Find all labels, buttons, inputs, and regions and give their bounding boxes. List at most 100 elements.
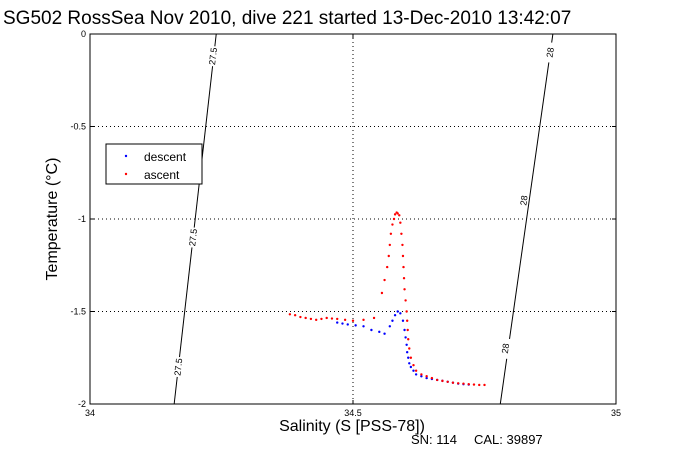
ascent-point [389,232,393,235]
ascent-point [435,378,439,382]
descent-point [409,365,413,369]
isopycnal-label: 27.5 [172,358,184,377]
ascent-point [299,315,302,319]
legend-marker-ascent [124,172,128,176]
ascent-point [420,373,423,376]
ascent-point [398,214,401,217]
descent-point [336,321,339,324]
ascent-point [406,328,409,332]
isopycnal-label-bg [173,356,184,378]
isopycnal-label: 28 [518,195,529,206]
isopycnal-label-bg [207,45,219,67]
ascent-point [409,356,413,359]
isopycnal-line [173,33,217,405]
isopycnal-label-bg [187,227,199,248]
ascent-point [314,318,318,322]
ascent-point [404,299,407,302]
descent-point [341,322,344,325]
y-tick-label: -1.5 [70,307,86,317]
isopycnal-label-bg [518,190,530,211]
ascent-point [430,376,434,380]
descent-point [362,325,365,328]
ascent-point [408,347,411,350]
isopycnal-label: 28 [500,343,511,354]
descent-point [403,328,406,332]
ascent-point [414,369,418,372]
legend-label-descent: descent [144,150,187,164]
descent-point [393,314,397,317]
grid-lines [90,34,616,404]
y-tick-label: -0.5 [70,122,86,132]
descent-point [404,336,407,339]
ascent-point [351,319,355,322]
descent-point [414,373,418,376]
ascent-point [304,316,307,320]
descent-point [405,351,409,354]
ascent-point [392,217,396,221]
descent-point [407,356,410,359]
descent-point [399,312,402,315]
isopycnal-label: 27.5 [187,228,199,247]
ascent-point [441,379,444,383]
ascent-point [425,375,428,378]
plot-area: 27.5 27.5 27.5 28 28 28 34 34.5 35 0 -0.5 -1 -1.5 -2 [70,29,621,418]
ascent-point [396,212,399,215]
ascent-point [288,313,292,316]
ascent-point [293,314,297,317]
x-axis-label: Salinity (S [PSS-78]) [279,418,425,435]
ascent-point [391,223,394,226]
ascent-point [383,278,386,282]
y-tick-label: -2 [78,399,86,409]
ascent-point [385,265,389,269]
ascent-point [462,382,465,385]
ascent-point [402,277,406,280]
descent-point [405,343,408,346]
ascent-point [401,243,404,247]
ascent-point [478,383,481,387]
ascent-point [407,338,410,341]
y-tick-label: 0 [81,29,86,39]
descent-point [401,319,405,322]
ascent-point [320,317,323,321]
descent-point [412,369,415,372]
isopycnal-label: 28 [545,47,556,58]
ascent-point [325,316,328,320]
legend-box [105,143,203,185]
ascent-point [401,254,405,258]
descent-point [396,310,399,313]
descent-point [383,332,386,335]
calibration-number: CAL: 39897 [474,432,543,447]
ascent-point [402,265,405,269]
descent-point [378,330,381,334]
ascent-point [400,232,403,235]
x-tick-label: 34 [85,408,95,418]
ascent-point [380,291,384,295]
ascent-point [405,310,408,313]
ascent-point [405,319,409,322]
ascent-point [372,316,376,320]
legend-label-ascent: ascent [144,168,180,182]
isopycnal-label: 27.5 [207,47,219,66]
density-contours: 27.5 27.5 27.5 28 28 28 [172,33,556,405]
x-tick-label: 35 [611,408,621,418]
ascent-point [388,243,392,247]
x-tick-label: 34.5 [344,408,362,418]
ascent-point [362,318,365,322]
ascent-point [403,288,406,291]
axis-ticks: 34 34.5 35 0 -0.5 -1 -1.5 -2 [70,29,621,418]
y-tick-label: -1 [78,214,86,224]
descent-point [391,319,394,322]
descent-point [370,328,373,332]
ascent-point [457,382,460,385]
descent-point [420,375,423,378]
legend: descent ascent [105,143,203,185]
legend-marker-descent [124,154,128,158]
ascent-point [336,317,339,321]
ascent-point [446,380,449,383]
ascent-point [451,381,455,384]
descent-point [425,376,428,380]
descent-point [346,323,349,326]
ascent-point [412,363,415,367]
chart-title: SG502 RossSea Nov 2010, dive 221 started… [3,8,571,29]
